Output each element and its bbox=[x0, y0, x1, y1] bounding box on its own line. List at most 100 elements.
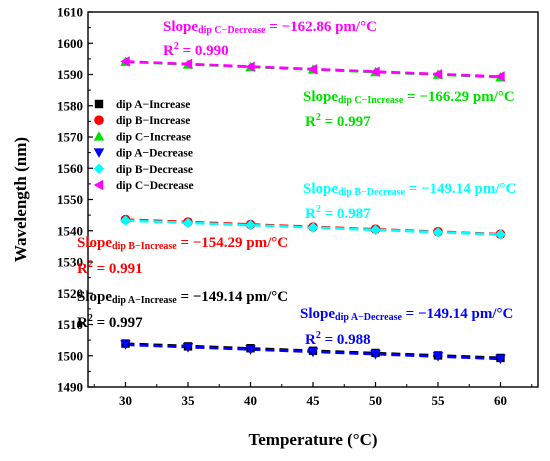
x-tick-label: 40 bbox=[244, 393, 257, 408]
r2-prefix: R bbox=[77, 315, 88, 331]
r2-exp: 2 bbox=[173, 41, 179, 52]
point-dip-a-decrease bbox=[370, 349, 381, 360]
data-points bbox=[120, 56, 506, 365]
r2-value: = 0.997 bbox=[320, 114, 371, 130]
r2-value: = 0.988 bbox=[320, 332, 371, 348]
r2-prefix: R bbox=[305, 114, 316, 130]
point-dip-c-decrease bbox=[432, 68, 443, 80]
annotation-slope-a-decrease: Slopedip A−Decrease = −149.14 pm/°C bbox=[300, 307, 513, 323]
x-tick-label: 30 bbox=[119, 393, 132, 408]
annotation-slope-b-decrease: Slopedip B−Decrease = −149.14 pm/°C bbox=[303, 182, 516, 198]
legend-label-dip-b-increase: dip B−Increase bbox=[116, 115, 190, 127]
y-tick-label: 1530 bbox=[57, 255, 83, 270]
slope-sub: dip B−Increase bbox=[112, 241, 177, 252]
slope-prefix: Slope bbox=[77, 289, 113, 305]
annotation-r2-a-increase: R2 = 0.997 bbox=[77, 314, 143, 331]
legend: dip A−Increase dip B−Increase dip C−Increa… bbox=[93, 99, 194, 192]
y-tick-label: 1580 bbox=[57, 98, 83, 113]
r2-value: = 0.987 bbox=[320, 206, 371, 222]
annotation-r2-a-decrease: R2 = 0.988 bbox=[305, 331, 371, 348]
y-tick-label: 1570 bbox=[57, 130, 83, 145]
point-dip-c-decrease bbox=[120, 56, 130, 67]
y-tick-label: 1590 bbox=[57, 67, 83, 82]
x-axis-label: Temperature (°C) bbox=[248, 430, 377, 449]
x-tick-label: 55 bbox=[432, 393, 446, 408]
point-dip-b-decrease bbox=[307, 222, 319, 233]
point-dip-c-decrease bbox=[245, 61, 255, 72]
annotation-slope-c-increase: Slopedip C−Increase = −166.29 pm/°C bbox=[303, 90, 515, 106]
slope-prefix: Slope bbox=[163, 19, 199, 35]
r2-value: = 0.990 bbox=[178, 43, 229, 59]
slope-prefix: Slope bbox=[303, 89, 339, 105]
point-dip-c-decrease bbox=[495, 71, 505, 82]
slope-value: = −166.29 pm/°C bbox=[403, 89, 515, 105]
legend-label-dip-c-decrease: dip C−Decrease bbox=[116, 180, 194, 192]
legend-marker-dip-c-increase bbox=[93, 131, 105, 141]
point-dip-a-decrease bbox=[245, 345, 256, 355]
point-dip-a-decrease bbox=[120, 340, 131, 350]
x-tick-label: 50 bbox=[369, 393, 382, 408]
point-dip-b-decrease bbox=[495, 229, 506, 240]
slope-sub: dip C−Increase bbox=[338, 95, 404, 106]
slope-value: = −149.14 pm/°C bbox=[401, 306, 514, 322]
y-tick-label: 1600 bbox=[57, 36, 83, 51]
legend-marker-dip-b-decrease bbox=[93, 163, 105, 175]
point-dip-c-decrease bbox=[307, 63, 318, 75]
r2-exp: 2 bbox=[315, 330, 321, 341]
y-tick-label: 1520 bbox=[57, 286, 83, 301]
y-tick-label: 1510 bbox=[57, 317, 83, 332]
r2-prefix: R bbox=[305, 206, 316, 222]
r2-exp: 2 bbox=[87, 313, 93, 324]
legend-marker-dip-a-increase bbox=[94, 99, 104, 109]
point-dip-c-decrease bbox=[182, 58, 193, 70]
r2-value: = 0.991 bbox=[92, 261, 143, 277]
point-dip-b-decrease bbox=[432, 227, 444, 238]
r2-exp: 2 bbox=[315, 204, 321, 215]
x-axis: 30 35 40 45 50 55 60 bbox=[93, 382, 533, 408]
point-dip-a-decrease bbox=[307, 347, 319, 358]
slope-value: = −149.14 pm/°C bbox=[404, 181, 517, 197]
slope-prefix: Slope bbox=[300, 306, 336, 322]
slope-prefix: Slope bbox=[77, 235, 113, 251]
point-dip-b-decrease bbox=[370, 224, 381, 236]
point-dip-a-decrease bbox=[432, 352, 444, 362]
r2-prefix: R bbox=[77, 261, 88, 277]
legend-label-dip-c-increase: dip C−Increase bbox=[116, 131, 191, 143]
x-tick-label: 45 bbox=[307, 393, 321, 408]
y-axis: 1490 1500 1510 1520 1530 1540 1550 1560 1570 1580… bbox=[57, 5, 93, 395]
r2-prefix: R bbox=[163, 43, 174, 59]
x-tick-label: 35 bbox=[182, 393, 196, 408]
r2-exp: 2 bbox=[87, 259, 93, 270]
slope-value: = −162.86 pm/°C bbox=[265, 19, 377, 35]
point-dip-c-decrease bbox=[370, 66, 380, 77]
point-dip-a-decrease bbox=[182, 343, 194, 353]
r2-value: = 0.997 bbox=[92, 315, 143, 331]
y-tick-label: 1500 bbox=[57, 348, 83, 363]
annotation-r2-b-decrease: R2 = 0.987 bbox=[305, 205, 371, 222]
x-tick-label: 60 bbox=[494, 393, 507, 408]
legend-label-dip-a-decrease: dip A−Decrease bbox=[116, 148, 193, 160]
y-tick-label: 1550 bbox=[57, 192, 83, 207]
y-tick-label: 1610 bbox=[57, 5, 83, 20]
legend-marker-dip-c-decrease bbox=[93, 179, 104, 191]
slope-value: = −149.14 pm/°C bbox=[176, 289, 289, 305]
point-dip-b-decrease bbox=[182, 217, 194, 229]
y-tick-label: 1490 bbox=[57, 380, 83, 395]
annotation-r2-b-increase: R2 = 0.991 bbox=[77, 260, 143, 277]
y-tick-label: 1560 bbox=[57, 161, 83, 176]
point-dip-b-decrease bbox=[245, 219, 256, 231]
r2-exp: 2 bbox=[315, 112, 321, 123]
annotation-r2-c-decrease: R2 = 0.990 bbox=[163, 42, 229, 59]
annotation-slope-a-increase: Slopedip A−Increase = −149.14 pm/°C bbox=[77, 290, 288, 306]
annotation-slope-b-increase: Slopedip B−Increase = −154.29 pm/°C bbox=[77, 236, 288, 252]
legend-marker-dip-a-decrease bbox=[93, 148, 105, 158]
slope-sub: dip C−Decrease bbox=[198, 25, 266, 36]
slope-sub: dip A−Decrease bbox=[335, 312, 402, 323]
slope-sub: dip B−Decrease bbox=[338, 187, 405, 198]
point-dip-a-decrease bbox=[495, 354, 506, 365]
legend-label-dip-b-decrease: dip B−Decrease bbox=[116, 164, 193, 176]
y-axis-label: Wavelength (nm) bbox=[11, 137, 30, 262]
slope-sub: dip A−Increase bbox=[112, 295, 177, 306]
slope-prefix: Slope bbox=[303, 181, 339, 197]
